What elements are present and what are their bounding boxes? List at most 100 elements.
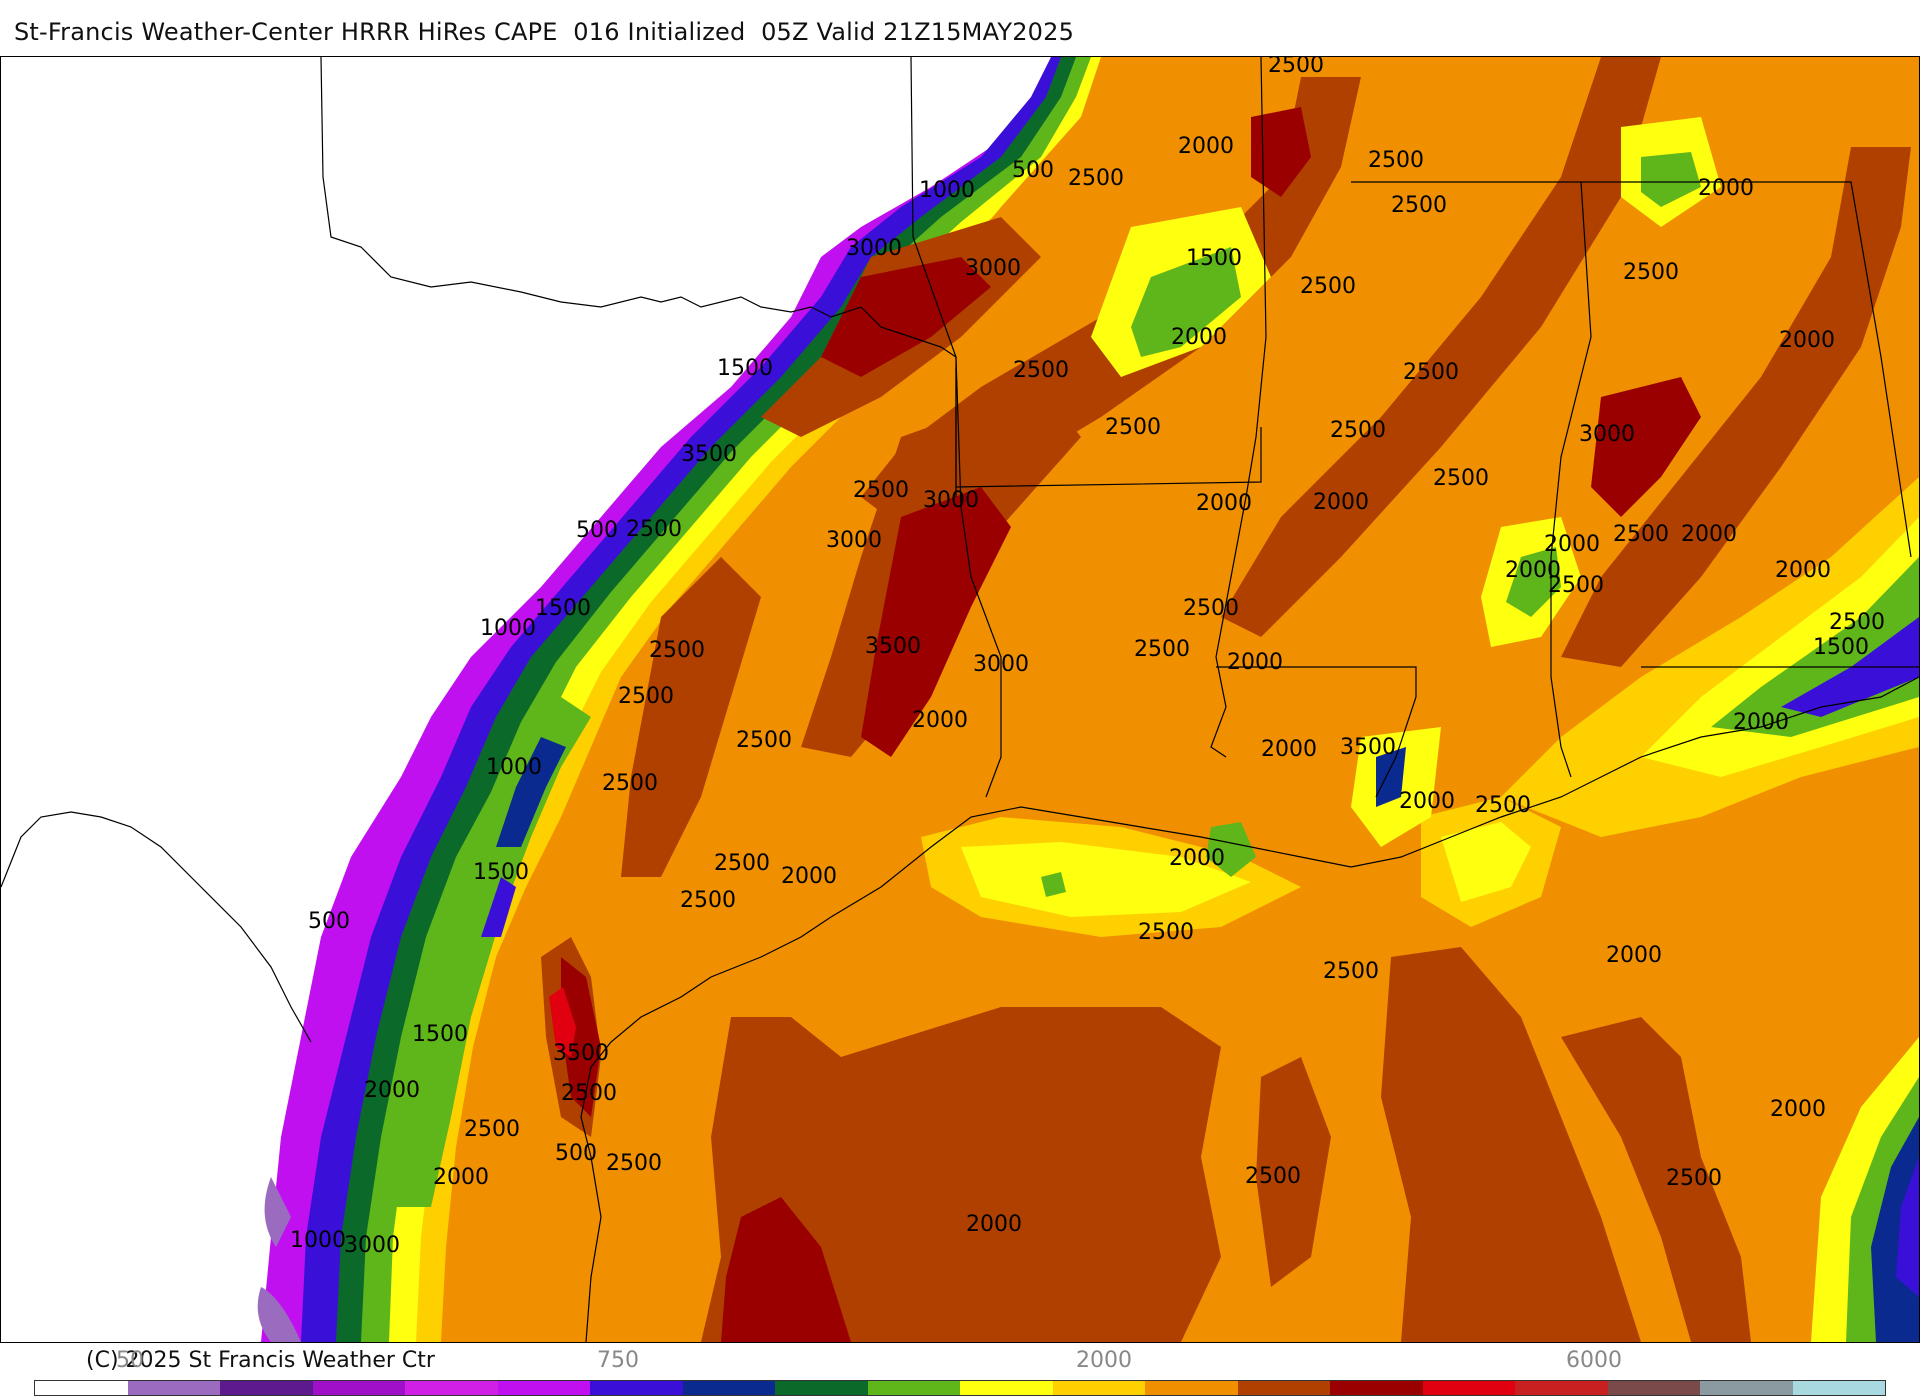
contour-label: 500 [1012,158,1054,183]
contour-label: 2500 [602,771,658,796]
contour-label: 3000 [344,1233,400,1258]
colorbar-tick: 6000 [1566,1348,1622,1373]
contour-label: 3500 [1340,735,1396,760]
colorbar-swatch [220,1381,313,1395]
colorbar-tick: 750 [597,1348,639,1373]
contour-label: 3000 [923,488,979,513]
contour-label: 2500 [1613,522,1669,547]
contour-label: 2500 [1323,959,1379,984]
contour-label: 2000 [1313,490,1369,515]
contour-label: 2000 [966,1212,1022,1237]
contour-label: 2500 [853,478,909,503]
contour-label: 2500 [736,728,792,753]
contour-label: 2000 [1399,789,1455,814]
colorbar-swatch [682,1381,775,1395]
contour-label: 2000 [1544,532,1600,557]
colorbar-tick: 50 [116,1348,144,1373]
contour-label: 1000 [919,178,975,203]
contour-label: 2500 [1475,793,1531,818]
colorbar-swatch [127,1381,220,1395]
cape-band-orange [441,57,1919,1342]
contour-label: 2000 [1227,650,1283,675]
contour-label: 1500 [717,356,773,381]
colorbar-swatch [1330,1381,1423,1395]
contour-label: 1000 [290,1228,346,1253]
contour-label: 3500 [553,1041,609,1066]
contour-label: 2500 [1433,466,1489,491]
colorbar-legend: (C) 2025 St Francis Weather Ctr 50 750 2… [0,1342,1920,1400]
contour-label: 2000 [1169,846,1225,871]
colorbar-swatch [867,1381,960,1395]
contour-label: 2500 [1368,148,1424,173]
contour-label: 3500 [681,442,737,467]
contour-label: 2000 [1698,176,1754,201]
contour-label: 2500 [1013,358,1069,383]
contour-label: 500 [576,518,618,543]
contour-label: 3000 [826,528,882,553]
contour-label: 2500 [1666,1166,1722,1191]
contour-label: 2500 [606,1151,662,1176]
colorbar-swatch [1145,1381,1238,1395]
contour-label: 2000 [912,708,968,733]
contour-label: 2000 [1178,134,1234,159]
contour-label: 2000 [1261,737,1317,762]
contour-label: 2000 [781,864,837,889]
colorbar-swatch [590,1381,683,1395]
contour-label: 2500 [1403,360,1459,385]
contour-label: 3000 [973,652,1029,677]
contour-label: 2500 [1391,193,1447,218]
colorbar-swatch [1422,1381,1515,1395]
contour-label: 2500 [1105,415,1161,440]
contour-label: 2500 [1183,596,1239,621]
colorbar-swatch [775,1381,868,1395]
contour-label: 2500 [1300,274,1356,299]
colorbar-tick: 2000 [1076,1348,1132,1373]
contour-label: 2000 [433,1165,489,1190]
contour-label: 2000 [364,1078,420,1103]
map-title: St-Francis Weather-Center HRRR HiRes CAP… [14,18,1075,46]
contour-label: 2000 [1681,522,1737,547]
colorbar-swatch [1052,1381,1145,1395]
contour-label: 500 [555,1141,597,1166]
colorbar-swatch [1237,1381,1330,1395]
contour-label: 2500 [1330,418,1386,443]
contour-label: 2500 [626,517,682,542]
contour-label: 2500 [1829,610,1885,635]
colorbar-swatch [1792,1381,1885,1395]
cape-band-darkred [561,107,1701,1342]
colorbar-swatches [34,1380,1886,1396]
contour-label: 2500 [561,1081,617,1106]
contour-label: 2500 [464,1117,520,1142]
contour-label: 500 [308,909,350,934]
cape-field-svg: 2500 2000 2500 1000 500 2500 2000 2500 3000 3000 2… [1,57,1919,1342]
colorbar-swatch [35,1381,128,1395]
contour-label: 2500 [649,638,705,663]
colorbar-swatch [497,1381,590,1395]
contour-label: 2500 [618,684,674,709]
contour-label: 2000 [1505,558,1561,583]
contour-label: 2500 [680,888,736,913]
contour-label: 2500 [1245,1164,1301,1189]
contour-label: 2500 [1268,57,1324,78]
contour-label: 2500 [1134,637,1190,662]
contour-label: 2500 [1548,573,1604,598]
contour-label: 2000 [1779,328,1835,353]
copyright-text: (C) 2025 St Francis Weather Ctr [86,1348,435,1373]
contour-label: 3000 [1579,422,1635,447]
contour-label: 2500 [1068,166,1124,191]
colorbar-swatch [960,1381,1053,1395]
colorbar-swatch [1515,1381,1608,1395]
contour-label: 2500 [714,851,770,876]
contour-label: 1000 [486,755,542,780]
contour-label: 2000 [1606,943,1662,968]
contour-label: 2500 [1138,920,1194,945]
contour-label: 1500 [535,596,591,621]
colorbar-swatch [405,1381,498,1395]
contour-label: 2000 [1733,710,1789,735]
contour-label: 1500 [473,860,529,885]
contour-label: 3000 [846,236,902,261]
contour-label: 3000 [965,256,1021,281]
contour-label: 3500 [865,634,921,659]
contour-label: 1500 [412,1022,468,1047]
colorbar-swatch [1700,1381,1793,1395]
